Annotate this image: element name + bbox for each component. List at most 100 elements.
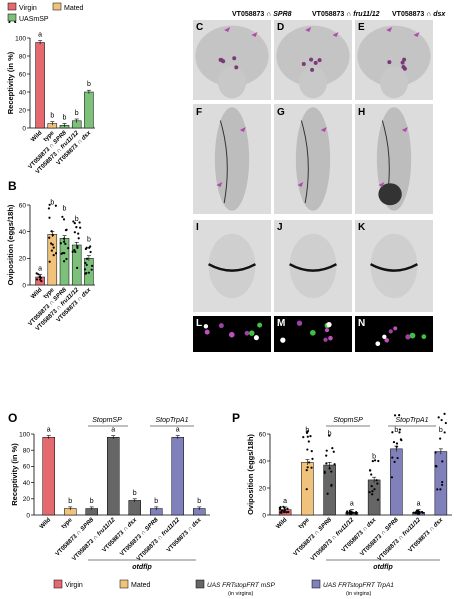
data-point — [62, 237, 66, 240]
vnc-tissue — [214, 107, 250, 211]
legend-bottom-swatch-msp — [195, 579, 205, 589]
data-point — [306, 435, 309, 438]
neuron-signal — [310, 67, 315, 72]
data-point — [35, 272, 38, 275]
panel-letter-f: F — [196, 107, 202, 118]
arrowhead-icon — [332, 32, 339, 37]
neuron-signal — [401, 65, 406, 70]
brain-tissue — [276, 25, 350, 87]
data-point — [398, 431, 401, 434]
data-point — [444, 421, 447, 425]
fluorescence-background — [355, 316, 433, 352]
significance-letter: b — [439, 427, 443, 434]
bar — [171, 436, 184, 516]
legend-swatch-uasmsp — [7, 13, 17, 22]
data-point — [73, 249, 76, 252]
microscopy-image — [193, 20, 271, 100]
data-point — [395, 445, 398, 448]
legend-top: Virgin Mated UASmSP — [7, 2, 84, 23]
data-point — [39, 276, 42, 279]
significance-letter: b — [90, 498, 94, 505]
data-point — [375, 479, 378, 482]
data-point — [73, 231, 76, 234]
data-point — [50, 230, 53, 233]
fluorescent-cell — [388, 329, 393, 334]
data-point — [283, 509, 286, 512]
data-point — [393, 414, 397, 417]
y-tick-label: 20 — [23, 496, 31, 503]
data-point — [282, 505, 285, 508]
y-tick-label: 0 — [26, 512, 30, 519]
data-point — [63, 252, 66, 255]
arrowhead-icon — [297, 182, 304, 187]
bar — [107, 436, 120, 516]
significance-letter: b — [394, 427, 398, 434]
data-point — [395, 442, 399, 445]
panel-letter-o: O — [8, 411, 17, 425]
significance-letter: b — [75, 110, 79, 117]
data-point — [309, 435, 312, 438]
legend-bottom-label-trpa1: UAS FRTstopFRT TrpA1 — [323, 582, 394, 589]
data-point — [325, 449, 328, 452]
y-tick-label: 80 — [23, 448, 31, 455]
fluorescent-cell — [309, 329, 316, 336]
legend-bottom-sub-trpa1: (in virgins) — [346, 591, 372, 597]
data-point — [38, 278, 42, 281]
panel-letter-n: N — [358, 318, 365, 329]
reproductive-tissue — [289, 233, 337, 299]
data-point — [75, 226, 78, 229]
fluorescent-cell — [218, 323, 224, 329]
significance-letter: a — [47, 427, 51, 434]
data-point — [76, 266, 79, 269]
microscopy-image — [193, 104, 271, 214]
data-point — [330, 470, 333, 473]
fluorescent-cell — [421, 334, 427, 340]
microscopy-panels: C D E F G H I J K L M N — [193, 20, 433, 352]
data-point — [330, 483, 333, 487]
significance-letter: a — [38, 32, 42, 39]
fluorescent-cell — [375, 341, 381, 347]
data-point — [73, 221, 76, 225]
neuron-signal — [219, 58, 224, 63]
brain-tissue — [379, 66, 409, 99]
data-point — [86, 257, 89, 260]
significance-letter: b — [75, 216, 79, 223]
nerve-terminal — [369, 263, 419, 272]
microscopy-image — [193, 220, 271, 312]
panel-letter-p: P — [232, 411, 240, 425]
chart-p-oviposition: 0 20 40 60 Oviposition (eggs/18h) a Wild b type b… — [246, 412, 452, 562]
data-point — [74, 250, 77, 253]
category-label: type — [298, 517, 311, 530]
data-point — [420, 510, 424, 514]
neurite — [300, 120, 309, 204]
arrowhead-icon — [239, 127, 246, 132]
data-point — [308, 461, 311, 464]
data-point — [49, 242, 53, 245]
data-point — [371, 460, 374, 463]
microscopy-image — [274, 20, 352, 100]
data-point — [286, 507, 289, 510]
bar — [390, 448, 403, 516]
bar — [434, 451, 448, 516]
data-point — [64, 229, 68, 232]
stop-label-msp-o: StopmSP — [92, 417, 122, 424]
y-tick-label: 0 — [22, 125, 26, 132]
category-label: type — [61, 517, 74, 530]
y-tick-label: 60 — [23, 464, 31, 471]
data-point — [54, 204, 57, 207]
y-tick-label: 40 — [23, 480, 31, 487]
data-point — [37, 273, 40, 276]
legend-bottom-swatch-trpa1 — [311, 579, 321, 589]
data-point — [77, 232, 80, 235]
column-header-spr8: VT058873 ∩ SPR8 — [232, 11, 292, 18]
data-point — [83, 268, 87, 271]
category-label: VT058873 ∩ SPR8 — [359, 517, 400, 558]
data-point — [52, 254, 55, 257]
microscopy-image — [355, 20, 433, 100]
fluorescent-cell — [384, 338, 389, 343]
data-point — [307, 440, 310, 443]
fluorescent-cell — [249, 330, 255, 336]
data-point — [62, 260, 66, 263]
data-point — [40, 279, 43, 283]
